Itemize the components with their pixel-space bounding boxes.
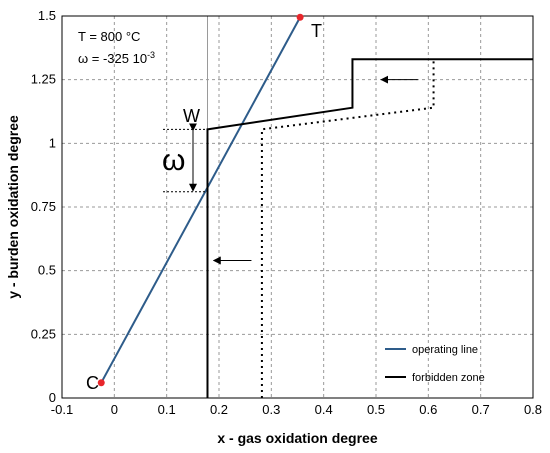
point-t <box>296 13 304 21</box>
point-c <box>97 379 105 387</box>
series-layer <box>100 16 533 398</box>
point-label-c: C <box>86 373 99 393</box>
legend-label-forbidden: forbidden zone <box>412 372 485 384</box>
grid <box>62 16 533 398</box>
y-tick-label: 1.5 <box>38 8 56 23</box>
x-tick-label: 0 <box>111 402 118 417</box>
y-axis-label: y - burden oxidation degree <box>5 115 21 299</box>
y-tick-label: 0.75 <box>31 199 56 214</box>
w-label: W <box>183 106 200 126</box>
x-tick-label: 0.8 <box>524 402 542 417</box>
y-tick-label: 1 <box>49 135 56 150</box>
omega-symbol: ω <box>162 144 185 177</box>
annotations <box>97 13 418 387</box>
y-tick-label: 0.25 <box>31 326 56 341</box>
operating-line <box>100 16 301 384</box>
x-tick-label: 0.7 <box>472 402 490 417</box>
y-tick-label: 0 <box>49 390 56 405</box>
omega-annotation-base: ω = -325 10 <box>78 51 147 66</box>
tick-labels: -0.1 0 0.1 0.2 0.3 0.4 0.5 0.6 0.7 0.800.250.50.7… <box>31 8 542 417</box>
omega-annotation: ω = -325 10-3 <box>78 50 155 66</box>
y-tick-label: 1.25 <box>31 72 56 87</box>
forbidden-zone-line <box>206 58 533 398</box>
forbidden-zone-shifted-line <box>260 59 435 398</box>
x-tick-label: 0.1 <box>158 402 176 417</box>
x-tick-label: -0.1 <box>51 402 73 417</box>
y-tick-label: 0.5 <box>38 263 56 278</box>
x-axis-label: x - gas oxidation degree <box>217 430 377 446</box>
temperature-annotation: T = 800 °C <box>78 29 140 44</box>
legend-label-operating: operating line <box>412 344 478 356</box>
point-label-t: T <box>311 21 322 41</box>
legend: operating line forbidden zone <box>385 344 485 384</box>
x-tick-label: 0.5 <box>367 402 385 417</box>
x-tick-label: 0.6 <box>419 402 437 417</box>
x-tick-label: 0.2 <box>210 402 228 417</box>
x-tick-label: 0.3 <box>262 402 280 417</box>
x-tick-label: 0.4 <box>315 402 333 417</box>
omega-annotation-exponent: -3 <box>147 50 155 60</box>
